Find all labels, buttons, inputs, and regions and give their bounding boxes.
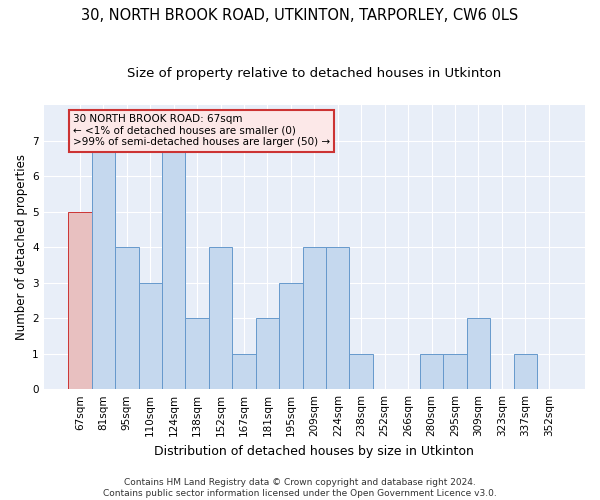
Bar [326, 247, 349, 389]
Bar [302, 247, 326, 389]
Bar [420, 354, 443, 389]
Bar [92, 141, 115, 389]
Text: 30, NORTH BROOK ROAD, UTKINTON, TARPORLEY, CW6 0LS: 30, NORTH BROOK ROAD, UTKINTON, TARPORLE… [82, 8, 518, 22]
Bar [209, 247, 232, 389]
Bar [467, 318, 490, 389]
Bar [115, 247, 139, 389]
Bar [232, 354, 256, 389]
Bar [162, 141, 185, 389]
Bar [443, 354, 467, 389]
Bar [349, 354, 373, 389]
X-axis label: Distribution of detached houses by size in Utkinton: Distribution of detached houses by size … [154, 444, 474, 458]
Bar [256, 318, 279, 389]
Text: 30 NORTH BROOK ROAD: 67sqm
← <1% of detached houses are smaller (0)
>99% of semi: 30 NORTH BROOK ROAD: 67sqm ← <1% of deta… [73, 114, 330, 148]
Bar [139, 282, 162, 389]
Title: Size of property relative to detached houses in Utkinton: Size of property relative to detached ho… [127, 68, 502, 80]
Bar [279, 282, 302, 389]
Bar [68, 212, 92, 389]
Y-axis label: Number of detached properties: Number of detached properties [15, 154, 28, 340]
Text: Contains HM Land Registry data © Crown copyright and database right 2024.
Contai: Contains HM Land Registry data © Crown c… [103, 478, 497, 498]
Bar [514, 354, 537, 389]
Bar [185, 318, 209, 389]
